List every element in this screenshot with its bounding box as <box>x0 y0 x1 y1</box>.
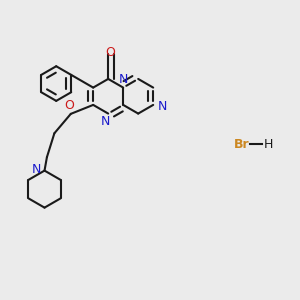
Text: N: N <box>158 100 167 113</box>
Text: H: H <box>264 137 273 151</box>
Text: N: N <box>100 116 110 128</box>
Text: O: O <box>105 46 115 59</box>
Text: Br: Br <box>234 137 249 151</box>
Text: N: N <box>32 163 41 176</box>
Text: N: N <box>118 73 128 86</box>
Text: O: O <box>64 99 74 112</box>
